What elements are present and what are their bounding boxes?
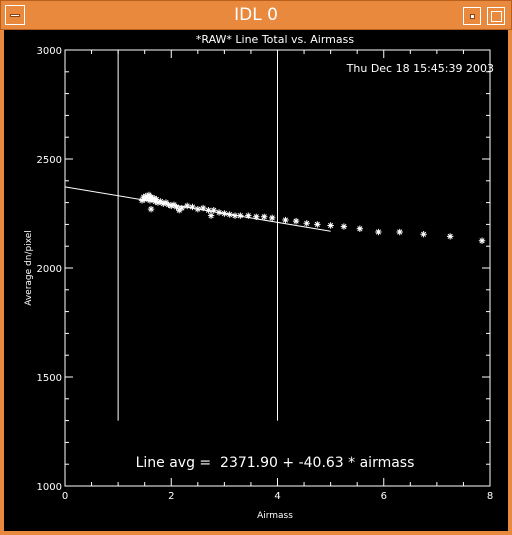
data-point: [147, 205, 155, 213]
title-bar[interactable]: IDL 0: [0, 0, 512, 30]
data-point: [138, 197, 146, 204]
plot-axes: 0 2 4 6 8 1000 1500 2000 2500 3000: [37, 46, 494, 502]
data-point: [261, 213, 268, 220]
x-tick-label: 2: [168, 491, 174, 502]
minimize-glyph: [470, 14, 475, 19]
fit-equation-annotation: Line avg = 2371.90 + -40.63 * airmass: [136, 455, 415, 471]
data-point: [253, 213, 260, 220]
x-tick-label: 4: [274, 491, 280, 502]
data-point: [226, 211, 233, 218]
data-point: [292, 217, 300, 225]
data-point: [162, 199, 170, 206]
data-point: [160, 200, 167, 207]
data-point: [183, 202, 191, 210]
data-point: [420, 231, 427, 238]
y-tick-label: 2000: [37, 264, 62, 275]
data-point: [303, 220, 310, 227]
plot-marks: [64, 50, 486, 421]
data-point: [154, 199, 162, 206]
x-axis-label: Airmass: [257, 511, 293, 521]
data-point: [165, 201, 172, 208]
data-point: [140, 193, 147, 201]
data-point: [221, 210, 228, 217]
window-title: IDL 0: [234, 5, 278, 25]
window-frame-right[interactable]: [508, 30, 512, 535]
data-point: [152, 198, 159, 205]
y-tick-label: 2500: [37, 155, 62, 166]
y-tick-label: 1000: [37, 482, 62, 493]
data-point: [194, 205, 202, 213]
y-axis-label: Average dn/pixel: [24, 230, 34, 306]
plot-timestamp: Thu Dec 18 15:45:39 2003: [346, 62, 494, 75]
data-point: [173, 203, 180, 211]
data-point: [178, 204, 186, 212]
maximize-glyph: [491, 11, 502, 22]
menu-bar-glyph: [10, 14, 20, 17]
data-point: [207, 212, 215, 219]
data-point: [168, 202, 175, 210]
data-point: [314, 221, 321, 228]
chart-title: *RAW* Line Total vs. Airmass: [196, 33, 354, 46]
x-tick-label: 8: [487, 491, 493, 502]
data-point: [237, 212, 244, 219]
data-point: [446, 233, 454, 240]
data-point: [215, 209, 223, 216]
data-point: [199, 204, 207, 212]
data-point: [205, 207, 212, 214]
data-point: [396, 228, 403, 236]
data-point: [141, 196, 148, 203]
data-point: [146, 197, 154, 204]
data-point: [151, 195, 158, 202]
data-point: [478, 237, 486, 244]
x-tick-label: 6: [381, 491, 387, 502]
data-point: [375, 228, 382, 236]
data-point: [340, 223, 348, 230]
data-point: [157, 198, 164, 205]
window-menu-icon[interactable]: [5, 5, 25, 25]
data-point: [245, 212, 252, 219]
window-frame-bottom[interactable]: [0, 531, 512, 535]
data-point: [189, 203, 196, 211]
data-point: [327, 222, 334, 229]
x-tick-label: 0: [62, 491, 68, 502]
data-point: [144, 195, 151, 202]
maximize-icon[interactable]: [487, 7, 505, 25]
minimize-icon[interactable]: [463, 7, 481, 25]
window-frame-left[interactable]: [0, 30, 4, 535]
y-tick-label: 3000: [37, 46, 62, 57]
y-tick-label: 1500: [37, 373, 62, 384]
data-point: [231, 212, 239, 219]
data-point: [153, 196, 160, 203]
data-point: [356, 225, 364, 232]
data-point: [282, 216, 289, 224]
data-point: [268, 214, 276, 222]
data-point: [176, 207, 183, 214]
data-point: [210, 207, 217, 214]
data-point: [170, 201, 178, 208]
